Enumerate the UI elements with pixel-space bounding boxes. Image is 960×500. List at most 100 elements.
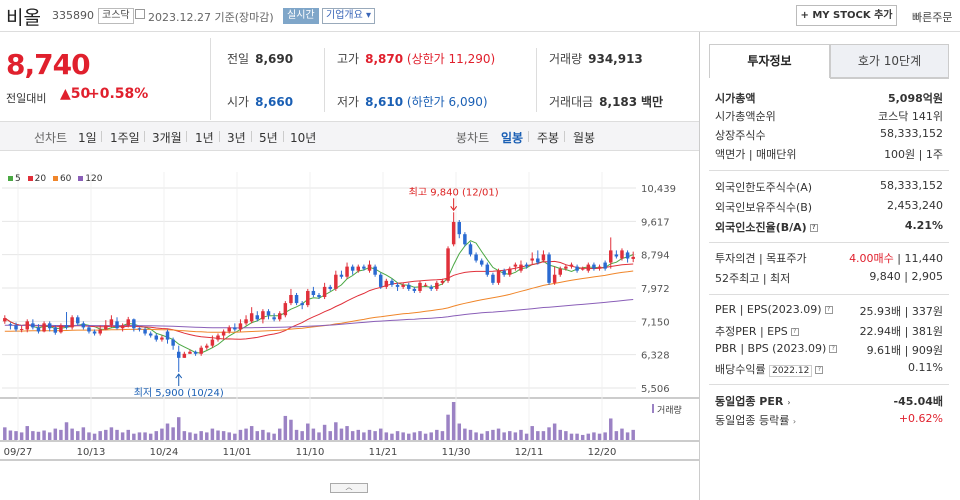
volume-bar	[36, 431, 41, 440]
period-1y[interactable]: 1년	[195, 131, 214, 145]
help-icon[interactable]: ?	[829, 345, 838, 353]
candle-body	[530, 258, 534, 261]
add-mystock-button[interactable]: + MY STOCK 추가	[796, 5, 897, 26]
shares-row: 상장주식수 58,333,152	[715, 127, 943, 143]
candle-body	[294, 294, 299, 304]
upper-limit: (상한가 11,290)	[406, 52, 496, 66]
candle-body	[249, 313, 254, 322]
volume-bar	[92, 433, 97, 440]
volume-bar	[541, 431, 546, 440]
help-icon[interactable]: ?	[824, 306, 833, 314]
candle-body	[311, 290, 316, 295]
opinion-value: 4.00매수	[849, 252, 894, 265]
volume-bar	[47, 432, 52, 440]
volume-bar	[524, 433, 529, 440]
volume-bar	[76, 431, 80, 440]
candle-body	[350, 266, 355, 271]
volume-bar	[98, 431, 102, 440]
realtime-badge[interactable]: 실시간	[283, 8, 319, 24]
x-tick-label: 09/27	[4, 447, 33, 458]
industry-chg-row[interactable]: 동일업종 등락률 › +0.62%	[715, 412, 943, 428]
row-value: 코스닥 141위	[878, 110, 943, 123]
row-label-text: PER | EPS(2023.09)	[715, 303, 822, 316]
period-3y[interactable]: 3년	[227, 131, 246, 145]
company-overview-dropdown[interactable]: 기업개요 ▾	[322, 8, 376, 24]
period-monthly[interactable]: 월봉	[573, 131, 596, 145]
candle-body	[160, 337, 164, 340]
y-tick-label: 8,794	[641, 251, 670, 262]
volume-bar	[435, 429, 439, 440]
legend-label: 120	[85, 174, 103, 184]
row-label: 시가총액순위	[715, 110, 776, 123]
candle-body	[47, 323, 52, 329]
period-1w[interactable]: 1주일	[110, 131, 140, 145]
row-value: 0.11%	[908, 361, 943, 374]
candle-body	[451, 222, 456, 245]
row-value: 25.93배 | 337원	[859, 305, 943, 318]
candle-body	[384, 280, 389, 287]
tab-investment-info[interactable]: 투자정보	[709, 44, 830, 78]
help-icon[interactable]: ?	[809, 224, 818, 232]
period-daily[interactable]: 일봉	[501, 131, 524, 145]
volume-bar	[289, 419, 293, 440]
row-value: 22.94배 | 381원	[859, 325, 943, 338]
candle-body	[233, 327, 237, 330]
stat-value: 8,690	[255, 52, 294, 66]
volume-bar	[558, 429, 562, 440]
candle-body	[569, 264, 574, 267]
candle-body	[59, 325, 63, 333]
candle-body	[423, 284, 428, 286]
volume-bar	[165, 423, 170, 440]
row-label: PBR | BPS (2023.09)?	[715, 342, 838, 355]
volume-bar	[210, 428, 215, 440]
pbr-row: PBR | BPS (2023.09)? 9.61배 | 909원	[715, 342, 943, 358]
row-label: 52주최고 | 최저	[715, 272, 791, 285]
candlestick-chart[interactable]: 10,439 9,617 8,794 7,972 7,150 6,328 5,506 09/2…	[0, 152, 699, 482]
candle-body	[407, 284, 411, 289]
candle-body	[154, 335, 159, 340]
quick-order-link[interactable]: 빠른주문	[912, 11, 953, 24]
chart-scroll-handle[interactable]: ︿	[330, 483, 368, 493]
tab-orderbook[interactable]: 호가 10단계	[830, 44, 949, 78]
candle-body	[176, 351, 181, 358]
high-arrow	[450, 205, 458, 212]
candle-body	[322, 286, 327, 298]
volume-bar	[244, 428, 248, 440]
volume-bar	[519, 429, 523, 440]
candle-body	[283, 303, 288, 316]
volume-bar	[233, 433, 237, 440]
candle-body	[109, 319, 114, 326]
date-text: 2023.12.27 기준(장마감)	[148, 11, 274, 24]
stat-label: 시가	[227, 95, 250, 109]
help-icon[interactable]: ?	[815, 366, 824, 374]
period-weekly[interactable]: 주봉	[537, 131, 560, 145]
volume-bar	[104, 429, 108, 440]
period-3m[interactable]: 3개월	[152, 131, 182, 145]
row-value: 9,840 | 2,905	[869, 270, 943, 283]
volume-bar	[199, 431, 203, 440]
candle-body	[614, 254, 619, 257]
price-stats: 전일 8,690 시가 8,660 고가 8,870 (상한가 11,290) 저가 8…	[210, 38, 699, 120]
candle-body	[87, 327, 91, 332]
row-label: 외국인보유주식수(B)	[715, 201, 813, 214]
row-label-text: 배당수익률	[715, 363, 766, 376]
per-row: PER | EPS(2023.09)? 25.93배 | 337원	[715, 303, 943, 319]
period-10y[interactable]: 10년	[290, 131, 317, 145]
volume-bar	[306, 423, 310, 440]
volume-bar	[294, 429, 299, 440]
foreign-ratio-row: 외국인소진율(B/A)? 4.21%	[715, 219, 943, 235]
candle-body	[609, 250, 613, 263]
volume-bar	[339, 428, 344, 440]
period-5y[interactable]: 5년	[259, 131, 278, 145]
help-icon[interactable]: ?	[790, 328, 799, 336]
legend-swatch	[27, 176, 33, 181]
candle-body	[580, 268, 585, 270]
period-1d[interactable]: 1일	[78, 131, 97, 145]
volume-bar	[580, 434, 585, 440]
candle-body	[171, 339, 175, 346]
volume-bar	[182, 431, 187, 440]
candle-body	[193, 351, 198, 354]
volume-bar	[575, 433, 579, 440]
x-tick-label: 11/30	[442, 447, 471, 458]
volume-bar	[586, 433, 591, 440]
